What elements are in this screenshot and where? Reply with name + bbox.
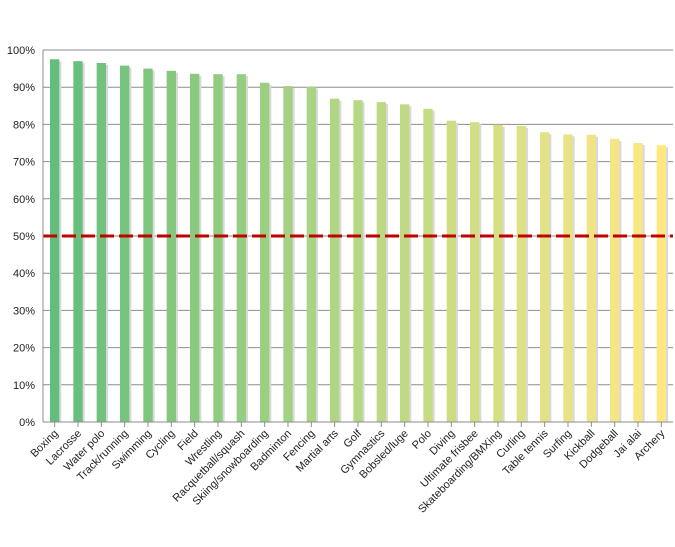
bar — [50, 59, 60, 423]
y-tick-label: 0% — [19, 417, 35, 429]
bar — [446, 120, 456, 423]
bar — [190, 73, 200, 423]
bar — [633, 143, 643, 422]
y-tick-label: 10% — [13, 380, 35, 392]
bar — [493, 124, 503, 422]
bar — [213, 74, 223, 423]
y-tick-label: 20% — [13, 343, 35, 355]
bar — [540, 132, 550, 422]
y-tick-label: 30% — [13, 305, 35, 317]
bars — [50, 59, 668, 423]
bar — [563, 134, 573, 422]
y-tick-label: 60% — [13, 194, 35, 206]
y-tick-label: 40% — [13, 268, 35, 280]
bar — [423, 108, 433, 422]
bar — [260, 82, 270, 423]
y-tick-label: 70% — [13, 157, 35, 169]
bar — [283, 86, 293, 423]
bar — [516, 125, 526, 422]
bar — [400, 104, 410, 422]
y-tick-label: 50% — [13, 231, 35, 243]
bar — [120, 65, 130, 423]
bar — [586, 134, 596, 423]
bar — [610, 138, 620, 422]
bar — [656, 145, 666, 422]
y-tick-label: 100% — [7, 45, 35, 57]
bar — [143, 68, 153, 422]
bar — [376, 102, 386, 422]
bar — [73, 61, 83, 422]
bar — [236, 74, 246, 423]
y-tick-label: 80% — [13, 119, 35, 131]
bar — [166, 70, 176, 422]
bar — [470, 122, 480, 422]
y-tick-label: 90% — [13, 82, 35, 94]
bar — [353, 100, 363, 422]
bar — [306, 86, 316, 423]
y-axis: 0% 10% 20% 30% 40% 50% 60% 70% 80% 90% 100% — [7, 45, 44, 429]
bar — [96, 63, 106, 423]
bar — [330, 98, 340, 423]
